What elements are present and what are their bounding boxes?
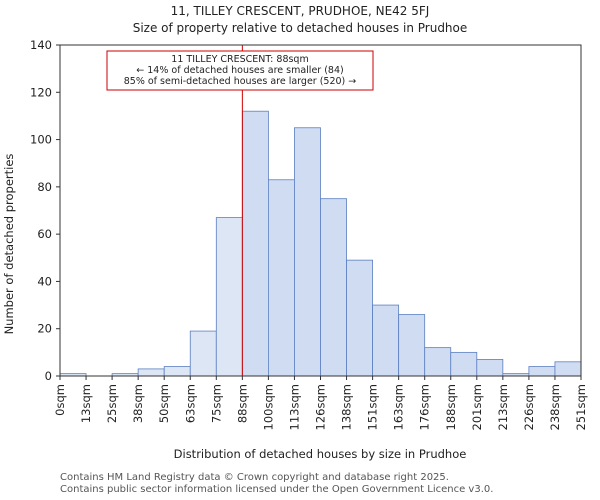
y-tick-label: 140 (30, 38, 52, 52)
histogram-bar (346, 259, 373, 377)
chart-subtitle: Size of property relative to detached ho… (132, 21, 468, 35)
chart-title: 11, TILLEY CRESCENT, PRUDHOE, NE42 5FJ (170, 4, 430, 18)
annotation-box: 11 TILLEY CRESCENT: 88sqm ← 14% of detac… (106, 50, 374, 91)
x-tick-label: 251sqm (574, 384, 588, 430)
x-tick-label: 88sqm (235, 384, 249, 423)
x-tick-label: 126sqm (314, 384, 328, 430)
y-tick-label: 100 (30, 133, 52, 147)
x-tick-label: 213sqm (496, 384, 510, 430)
bars (59, 110, 582, 377)
histogram-bar (267, 179, 295, 377)
y-tick-label: 0 (45, 369, 52, 383)
annotation-line-2: ← 14% of detached houses are smaller (84… (136, 65, 343, 76)
histogram-bar (554, 361, 582, 377)
x-tick-label: 238sqm (548, 384, 562, 430)
x-tick-label: 38sqm (131, 384, 145, 423)
histogram-bar (320, 198, 347, 377)
x-tick-label: 163sqm (392, 384, 406, 430)
y-tick-label: 40 (37, 274, 52, 288)
histogram-bar (189, 330, 217, 377)
plot-frame (59, 44, 582, 377)
x-tick-label: 13sqm (79, 384, 93, 423)
x-tick-label: 151sqm (366, 384, 380, 430)
annotation-line-3: 85% of semi-detached houses are larger (… (124, 76, 357, 87)
x-tick-label: 75sqm (209, 384, 223, 423)
x-tick-label: 138sqm (340, 384, 354, 430)
x-axis-label: Distribution of detached houses by size … (174, 447, 467, 461)
x-tick-label: 113sqm (287, 384, 301, 430)
histogram-bar (372, 304, 400, 377)
x-tick-label: 63sqm (183, 384, 197, 423)
x-tick-label: 201sqm (470, 384, 484, 430)
histogram-bar (294, 127, 321, 377)
histogram-bar (528, 366, 556, 377)
y-tick-label: 20 (37, 322, 52, 336)
histogram-bar (450, 351, 478, 377)
histogram-chart: 0 20 40 60 80 100 120 140 0sqm 13sqm 25sqm 38sqm 50… (2, 38, 588, 461)
footer-copyright: Contains HM Land Registry data © Crown c… (60, 472, 449, 483)
y-tick-label: 80 (37, 180, 52, 194)
x-tick-label: 0sqm (53, 384, 67, 416)
x-tick-label: 100sqm (261, 384, 275, 430)
histogram-bar (163, 366, 191, 377)
y-axis-label: Number of detached properties (2, 154, 16, 335)
x-tick-label: 176sqm (418, 384, 432, 430)
histogram-bar (398, 314, 426, 377)
annotation-line-1: 11 TILLEY CRESCENT: 88sqm (171, 54, 308, 65)
histogram-bar (424, 347, 452, 377)
y-tick-label: 60 (37, 227, 52, 241)
y-tick-label: 120 (30, 85, 52, 99)
histogram-bar (215, 217, 243, 377)
y-axis: 0 20 40 60 80 100 120 140 (30, 38, 60, 383)
x-tick-label: 25sqm (105, 384, 119, 423)
histogram-bar (476, 359, 504, 377)
x-tick-label: 188sqm (444, 384, 458, 430)
footer-licence: Contains public sector information licen… (60, 484, 494, 495)
x-axis: 0sqm 13sqm 25sqm 38sqm 50sqm 63sqm 75sqm 88sqm 1… (53, 376, 588, 430)
histogram-bar (241, 110, 269, 377)
x-tick-label: 50sqm (157, 384, 171, 423)
histogram-bar (137, 368, 165, 377)
x-tick-label: 226sqm (522, 384, 536, 430)
